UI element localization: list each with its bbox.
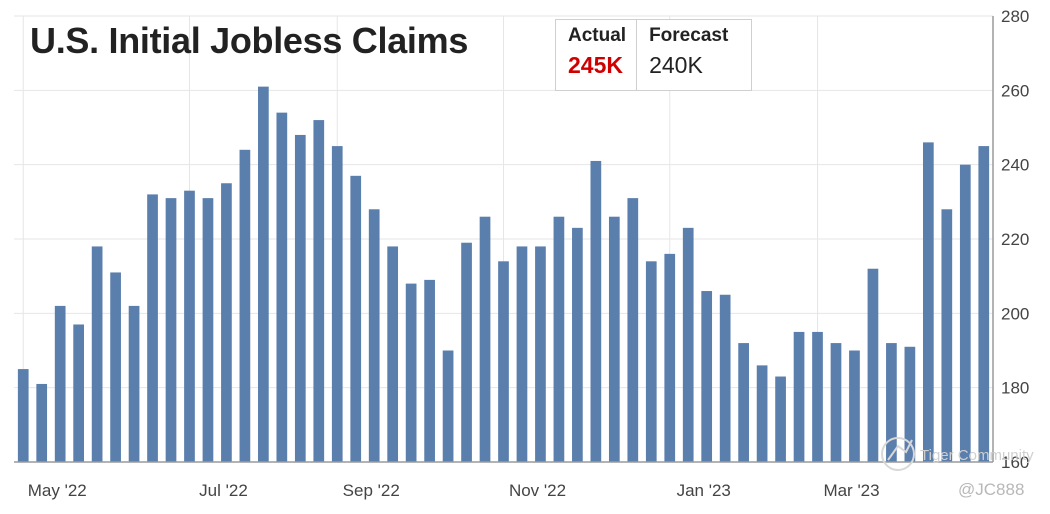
bar-47: [886, 343, 897, 462]
bar-1: [36, 383, 48, 462]
bar-20: [387, 246, 399, 462]
bar-24: [461, 242, 472, 462]
bar-30: [572, 227, 583, 462]
bar-34: [645, 261, 657, 462]
watermark-text: Tiger Community: [920, 447, 1034, 464]
bar-22: [424, 279, 435, 462]
bar-26: [498, 261, 509, 462]
bar-49: [922, 142, 934, 462]
axes: [14, 16, 994, 463]
bar-35: [664, 253, 676, 462]
bar-16: [313, 120, 325, 462]
actual-label: Actual: [568, 25, 627, 46]
x-axis-tick-labels: May '22 Jul '22 Sep '22 Nov '22 Jan '23 Mar '…: [28, 481, 880, 500]
actual-value: 245K: [568, 52, 623, 78]
y-tick-label-0: 160: [1001, 453, 1029, 472]
bar-38: [719, 294, 731, 462]
y-tick-label-1: 180: [1001, 379, 1029, 398]
bar-40: [756, 365, 768, 462]
watermark-logo-mark: [887, 439, 913, 461]
y-axis-tick-labels: 160 180 200 220 240 260 280: [1001, 7, 1029, 472]
bar-44: [830, 343, 842, 462]
bar-33: [627, 198, 639, 462]
bar-7: [147, 194, 158, 462]
bar-45: [849, 350, 860, 462]
y-tick-label-4: 240: [1001, 156, 1029, 175]
bar-42: [793, 331, 805, 462]
forecast-label: Forecast: [649, 25, 729, 46]
bar-17: [331, 146, 343, 462]
x-tick-label-0: May '22: [28, 481, 87, 500]
bar-6: [128, 305, 140, 462]
bar-25: [479, 216, 491, 462]
bar-43: [812, 331, 823, 462]
bar-48: [904, 346, 916, 462]
y-tick-label-3: 220: [1001, 230, 1029, 249]
bar-12: [239, 149, 251, 463]
x-tick-label-5: Mar '23: [823, 481, 879, 500]
bar-21: [405, 283, 417, 462]
bar-9: [184, 190, 195, 462]
bar-2: [54, 305, 66, 462]
bar-37: [701, 291, 713, 462]
y-tick-label-6: 280: [1001, 7, 1029, 26]
bar-5: [110, 272, 121, 462]
watermark: Tiger Community: [881, 437, 1034, 471]
bar-11: [221, 183, 232, 462]
bar-3: [73, 324, 84, 462]
bar-19: [368, 209, 380, 462]
actual-cell: Actual 245K: [556, 20, 636, 90]
chart-title: U.S. Initial Jobless Claims: [30, 20, 469, 61]
bars: [17, 86, 990, 463]
x-tick-label-1: Jul '22: [199, 481, 248, 500]
x-tick-label-3: Nov '22: [509, 481, 566, 500]
forecast-value: 240K: [649, 52, 703, 78]
bar-41: [775, 376, 786, 462]
y-tick-label-5: 260: [1001, 81, 1029, 100]
y-tick-label-2: 200: [1001, 304, 1029, 323]
stats-box: Actual 245K Forecast 240K: [555, 19, 752, 91]
bar-51: [959, 164, 971, 463]
watermark-logo-icon: [881, 437, 915, 471]
bar-13: [258, 86, 269, 463]
bar-27: [516, 246, 528, 462]
bar-15: [294, 134, 306, 462]
bar-4: [91, 246, 103, 462]
bar-14: [276, 112, 288, 462]
bar-46: [867, 268, 879, 462]
forecast-cell: Forecast 240K: [636, 20, 738, 90]
x-tick-label-2: Sep '22: [343, 481, 400, 500]
bar-52: [978, 146, 990, 462]
x-tick-label-4: Jan '23: [677, 481, 731, 500]
bar-36: [682, 227, 694, 462]
bar-39: [738, 343, 749, 462]
bar-32: [608, 216, 620, 462]
bar-31: [590, 160, 602, 462]
bar-8: [165, 198, 177, 462]
bar-10: [202, 198, 214, 462]
bar-29: [553, 216, 565, 462]
bar-18: [350, 175, 362, 462]
author-handle: @JC888: [958, 480, 1024, 499]
bar-28: [535, 246, 546, 462]
bar-0: [17, 369, 29, 462]
bar-23: [442, 350, 454, 462]
bar-50: [941, 209, 953, 462]
